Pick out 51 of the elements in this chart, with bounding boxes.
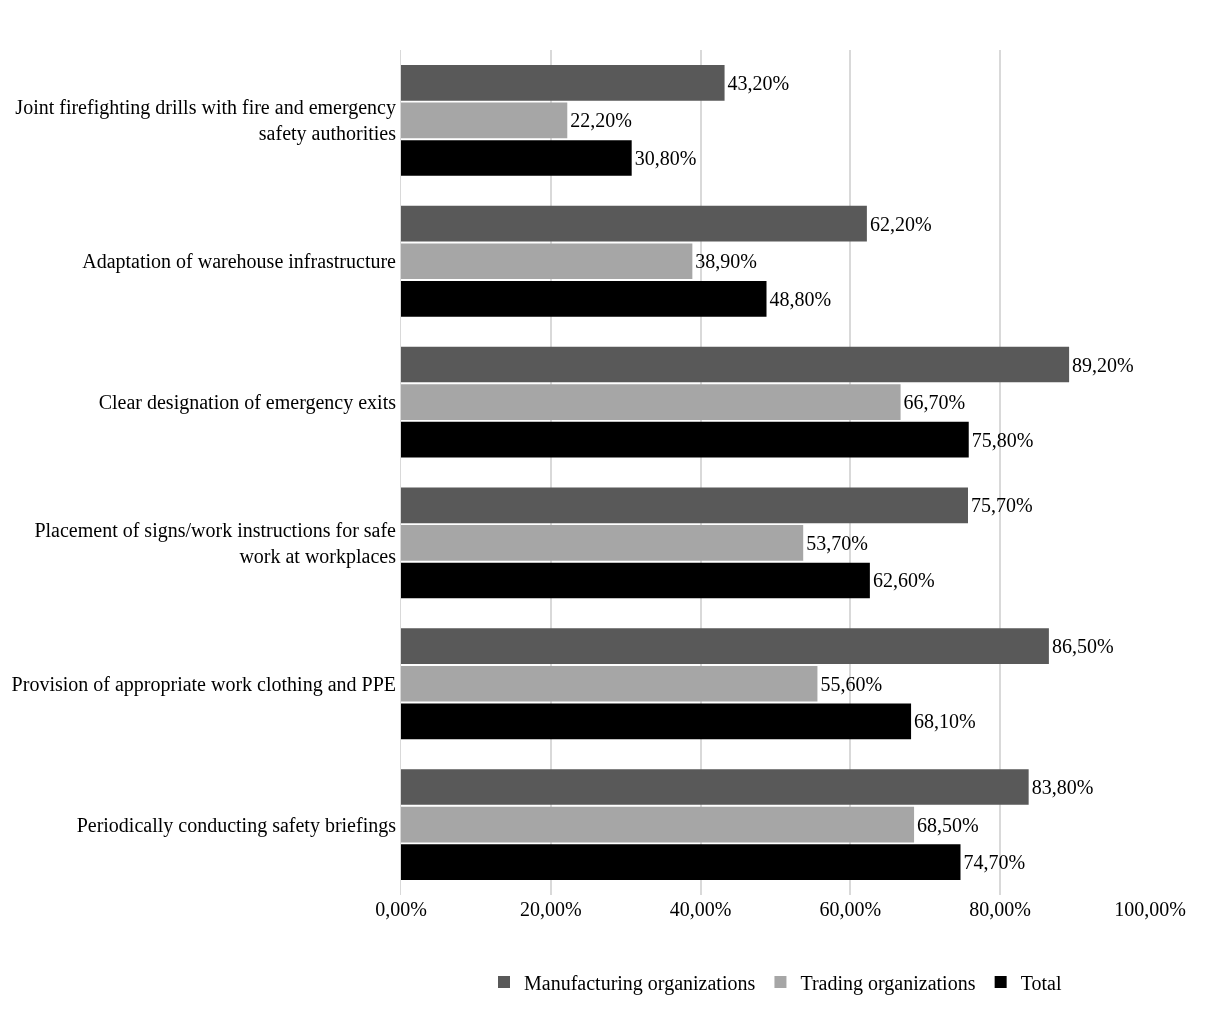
data-label: 66,70% bbox=[903, 391, 966, 414]
data-label: 62,20% bbox=[869, 212, 932, 235]
bar bbox=[401, 346, 1070, 383]
y-tick-label: Clear designation of emergency exits bbox=[98, 391, 397, 415]
data-label: 89,20% bbox=[1072, 353, 1134, 376]
bar bbox=[401, 243, 693, 280]
bar bbox=[401, 703, 912, 740]
data-label: 55,60% bbox=[820, 672, 883, 695]
bar bbox=[401, 487, 968, 524]
legend-label: Trading organizations bbox=[800, 971, 976, 995]
bar bbox=[401, 562, 870, 599]
y-tick-label: Provision of appropriate work clothing and PPE bbox=[11, 672, 396, 696]
data-label: 30,80% bbox=[634, 146, 697, 169]
bar bbox=[401, 628, 1049, 665]
y-tick-label: Placement of signs/work instructions for safe work at workplaces bbox=[34, 518, 397, 568]
bar bbox=[401, 65, 725, 101]
y-tick-label: Adaptation of warehouse infrastructure bbox=[82, 250, 397, 274]
data-label: 75,70% bbox=[970, 494, 1033, 517]
bar bbox=[401, 140, 632, 176]
x-tick-label: 40,00% bbox=[669, 898, 732, 920]
legend-label: Manufacturing organizations bbox=[524, 971, 756, 995]
data-label: 38,90% bbox=[695, 250, 758, 273]
y-tick-label: Joint firefighting drills with fire and emergency safety authorities bbox=[15, 96, 397, 146]
data-label: 48,80% bbox=[769, 287, 832, 310]
x-tick-label: 0,00% bbox=[375, 898, 427, 920]
y-tick-label: Periodically conducting safety briefings bbox=[76, 813, 397, 837]
data-label: 74,70% bbox=[963, 851, 1026, 874]
bar bbox=[401, 421, 969, 458]
data-label: 75,80% bbox=[971, 428, 1034, 451]
bar bbox=[401, 665, 818, 702]
x-tick-label: 60,00% bbox=[819, 898, 882, 920]
x-tick-label: 100,00% bbox=[1114, 898, 1186, 920]
bar bbox=[401, 844, 961, 880]
data-label: 86,50% bbox=[1051, 635, 1114, 658]
bar bbox=[401, 384, 901, 420]
bar bbox=[401, 769, 1029, 805]
data-label: 68,10% bbox=[914, 710, 976, 733]
bar bbox=[401, 806, 915, 843]
legend-label: Total bbox=[1020, 971, 1062, 994]
bar bbox=[401, 102, 568, 139]
bar bbox=[401, 205, 867, 242]
data-label: 83,80% bbox=[1031, 776, 1094, 799]
bar bbox=[401, 525, 804, 561]
data-label: 22,20% bbox=[570, 109, 632, 132]
x-tick-label: 80,00% bbox=[969, 898, 1032, 920]
data-label: 62,60% bbox=[872, 569, 935, 592]
data-label: 68,50% bbox=[917, 813, 979, 836]
data-label: 53,70% bbox=[806, 531, 868, 554]
x-tick-label: 20,00% bbox=[519, 898, 582, 920]
bar bbox=[401, 280, 767, 317]
data-label: 43,20% bbox=[727, 71, 790, 94]
